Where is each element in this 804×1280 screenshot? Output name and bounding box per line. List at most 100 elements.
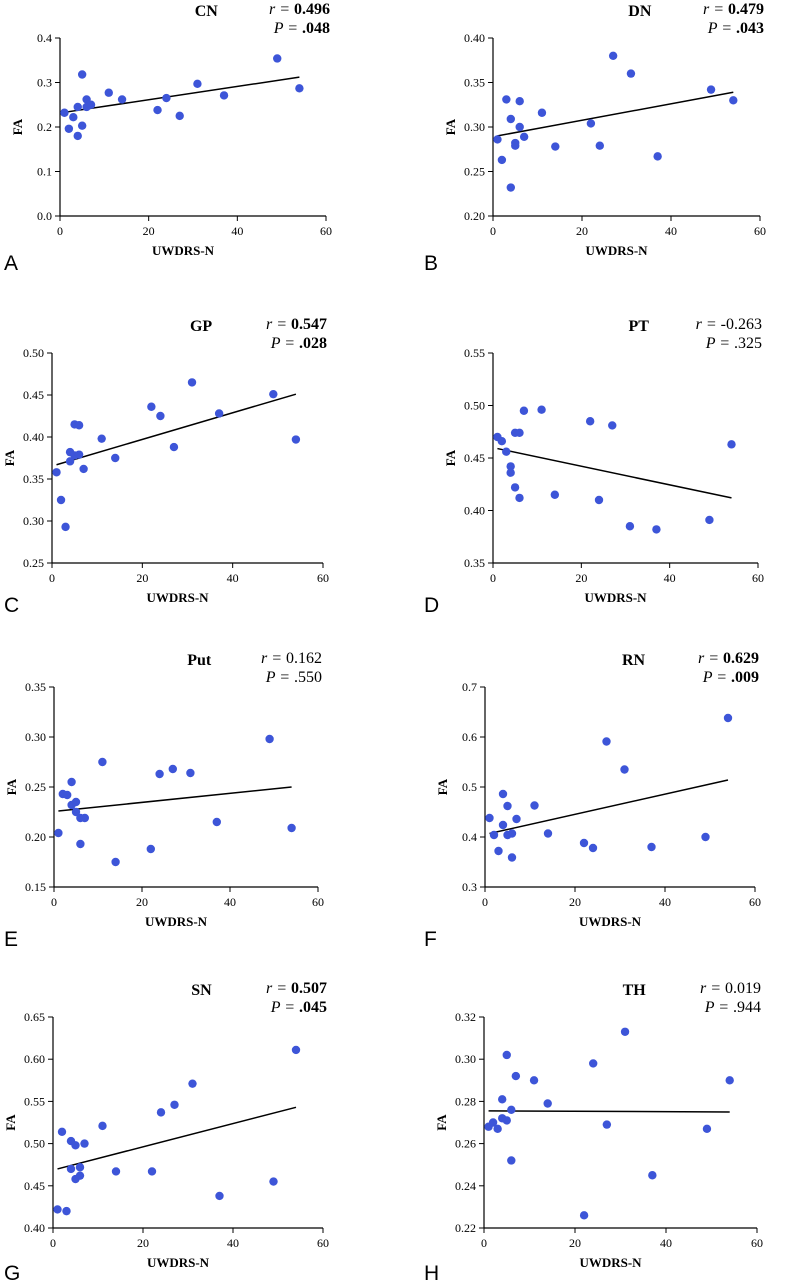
data-point: [111, 1167, 121, 1176]
x-axis-label: UWDRS-N: [147, 1255, 210, 1270]
regression-line: [497, 447, 732, 499]
x-tick-label: 60: [320, 224, 332, 238]
y-tick-label: 0.30: [25, 730, 46, 744]
p-prefix: P =: [705, 335, 734, 352]
data-point: [170, 1100, 179, 1109]
r-value: 0.496: [294, 1, 330, 18]
y-tick-label: 0.20: [25, 830, 46, 844]
data-point: [71, 797, 81, 807]
x-tick-label: 0: [50, 1236, 56, 1250]
data-point: [52, 468, 61, 477]
y-tick-label: 0.40: [464, 31, 485, 45]
data-point: [117, 95, 127, 104]
x-axis-label: UWDRS-N: [585, 243, 648, 258]
x-tick-label: 0: [51, 895, 57, 909]
y-tick-label: 0.50: [23, 346, 44, 360]
data-point: [502, 1050, 511, 1060]
x-axis-label: UWDRS-N: [145, 914, 208, 929]
data-point: [706, 85, 716, 94]
x-tick-label: 0: [57, 224, 63, 238]
y-tick-label: 0.45: [24, 1179, 45, 1193]
data-point: [269, 1177, 278, 1186]
p-value: .043: [736, 20, 764, 37]
data-point: [589, 1059, 598, 1068]
data-point: [506, 114, 515, 124]
p-prefix: P =: [265, 669, 294, 686]
r-prefix: r =: [266, 316, 291, 333]
y-axis-label: FA: [435, 778, 450, 795]
r-statistic: r = -0.263: [696, 316, 762, 333]
data-point: [146, 844, 155, 854]
data-point: [530, 801, 539, 810]
data-point: [295, 84, 304, 93]
y-tick-label: 0.25: [464, 165, 485, 179]
y-tick-label: 0.55: [464, 346, 485, 360]
r-value: 0.547: [291, 316, 327, 333]
data-point: [543, 829, 553, 838]
data-point: [723, 713, 733, 723]
data-point: [537, 108, 547, 117]
y-tick-label: 0.50: [24, 1137, 45, 1151]
data-point: [529, 1076, 539, 1085]
data-point: [74, 421, 84, 430]
data-point: [502, 95, 511, 104]
data-point: [156, 1108, 166, 1117]
r-prefix: r =: [696, 316, 721, 333]
data-point: [71, 807, 81, 817]
data-point: [502, 1116, 511, 1125]
data-point: [71, 1141, 80, 1150]
data-point: [61, 522, 70, 532]
p-value: .325: [734, 335, 762, 352]
data-point: [214, 409, 224, 418]
y-tick-label: 0.1: [37, 165, 52, 179]
y-tick-label: 0.40: [464, 504, 485, 518]
panel-title: Put: [187, 652, 212, 669]
x-tick-label: 60: [752, 571, 764, 585]
p-prefix: P =: [270, 999, 299, 1016]
r-value: 0.162: [286, 650, 322, 667]
data-point: [219, 91, 229, 100]
regression-line: [58, 786, 292, 812]
data-point: [625, 522, 635, 531]
y-axis-label: FA: [4, 778, 19, 795]
y-tick-label: 0.32: [455, 1010, 476, 1024]
r-prefix: r =: [700, 980, 725, 997]
y-tick-label: 0.22: [455, 1221, 476, 1235]
data-point: [66, 1164, 76, 1174]
y-tick-label: 0.35: [25, 680, 46, 694]
data-point: [652, 525, 661, 534]
y-tick-label: 0.15: [25, 880, 46, 894]
data-point: [515, 493, 524, 503]
p-value: .009: [731, 669, 759, 686]
data-point: [73, 102, 82, 112]
p-statistic: P = .048: [273, 20, 330, 37]
data-point: [269, 389, 278, 399]
data-point: [506, 468, 515, 477]
data-point: [515, 96, 524, 106]
data-point: [602, 737, 611, 746]
panel-letter: E: [4, 928, 18, 951]
data-point: [162, 93, 171, 103]
x-tick-label: 60: [317, 1236, 329, 1250]
data-point: [701, 832, 710, 842]
r-prefix: r =: [703, 1, 728, 18]
p-value: .045: [299, 999, 327, 1016]
p-statistic: P = .009: [702, 669, 759, 686]
y-tick-label: 0.60: [24, 1052, 45, 1066]
panel-title: PT: [629, 318, 650, 335]
data-point: [702, 1124, 712, 1134]
data-point: [519, 406, 529, 415]
y-tick-label: 0.5: [462, 780, 477, 794]
data-point: [80, 813, 90, 823]
data-point: [111, 453, 120, 463]
x-tick-label: 40: [660, 1236, 672, 1250]
data-point: [98, 757, 107, 767]
data-point: [537, 405, 546, 414]
panel-g: 0 20 40 60 0.40 0.45 0.50 0.55 0.60 0.65 UWDRS-N FA…: [3, 980, 329, 1280]
y-tick-label: 0.6: [462, 730, 477, 744]
data-point: [620, 1027, 630, 1036]
panel-e: 0 20 40 60 0.15 0.20 0.25 0.30 0.35 UWDRS-N FA Put r…: [4, 650, 324, 951]
data-point: [291, 1045, 301, 1055]
x-tick-label: 60: [312, 895, 324, 909]
y-axis-label: FA: [443, 449, 458, 466]
